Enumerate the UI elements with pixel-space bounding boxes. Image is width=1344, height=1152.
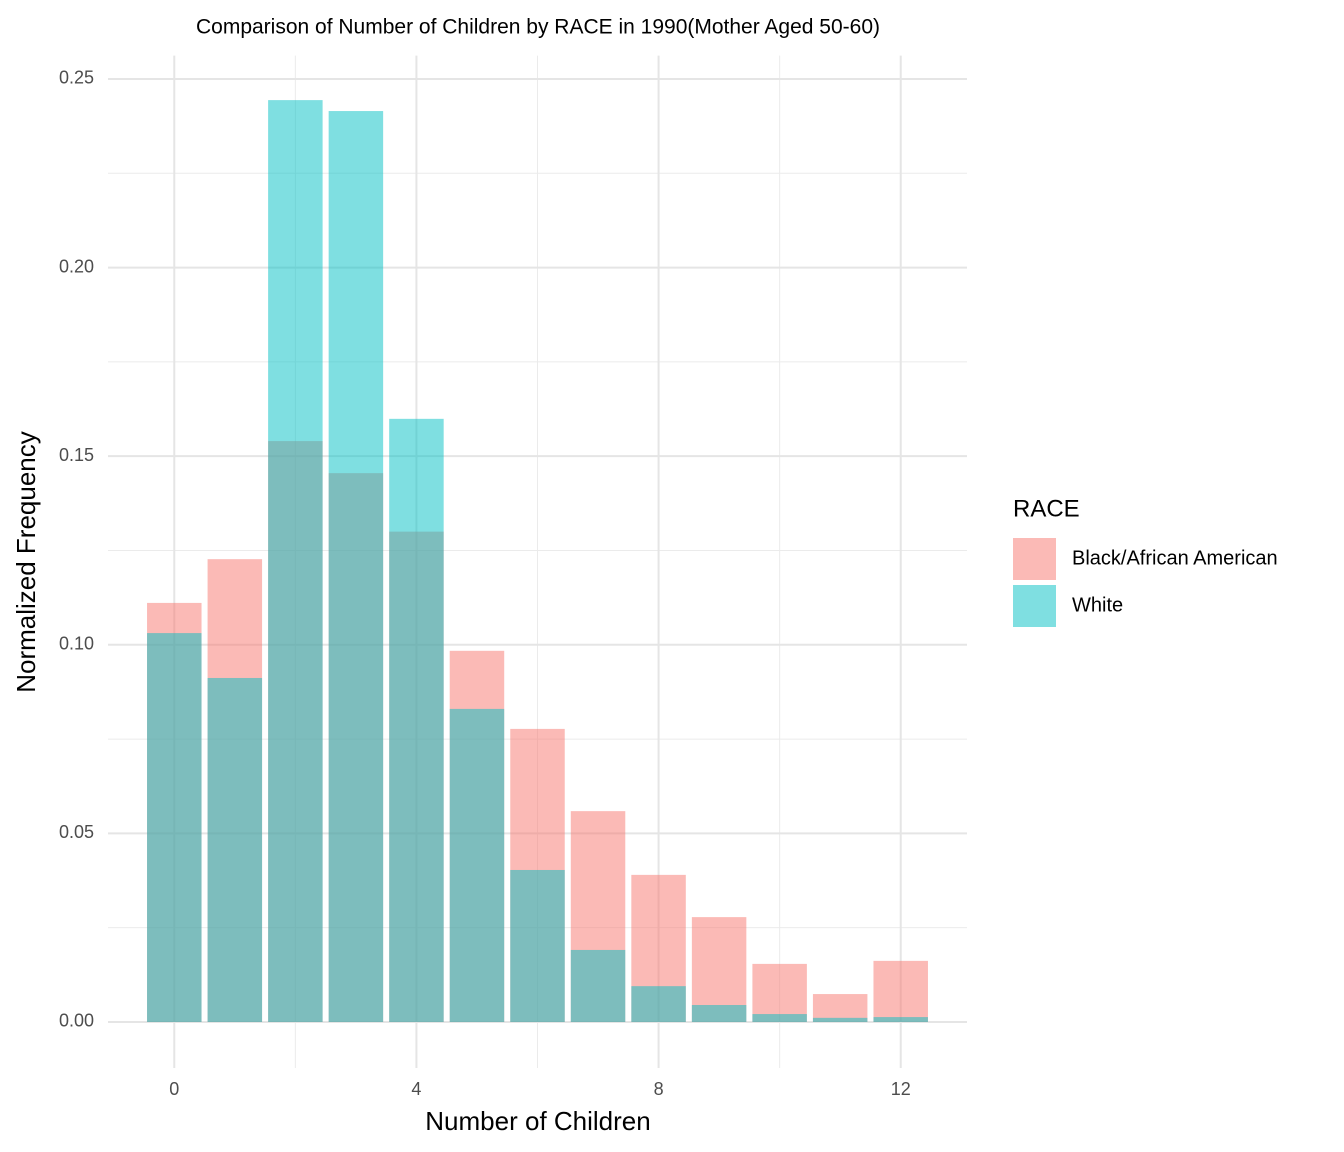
y-tick-label: 0.15 [59, 445, 94, 465]
legend-swatch [1013, 538, 1056, 580]
y-tick-label: 0.10 [59, 634, 94, 654]
x-tick-label: 0 [169, 1079, 179, 1099]
legend-title: RACE [1013, 495, 1080, 522]
bar [207, 677, 263, 1022]
bar [873, 960, 928, 1022]
bar [389, 418, 444, 1022]
bar [812, 1017, 868, 1022]
x-axis-title: Number of Children [425, 1106, 650, 1136]
y-tick-label: 0.00 [59, 1011, 94, 1031]
bar [752, 963, 807, 1022]
bar [449, 708, 505, 1022]
bar [570, 949, 626, 1022]
bar [147, 633, 202, 1022]
legend-swatch [1013, 585, 1056, 627]
bar [328, 111, 384, 1022]
bar [631, 986, 686, 1022]
y-tick-label: 0.20 [59, 256, 94, 276]
bar [268, 100, 323, 1022]
legend-label: Black/African American [1072, 547, 1278, 569]
bar [510, 869, 565, 1022]
bar [752, 1014, 807, 1022]
legend-label: White [1072, 594, 1123, 616]
bar [691, 917, 747, 1022]
bar [812, 994, 868, 1022]
y-axis-title: Normalized Frequency [11, 431, 41, 693]
bar [691, 1005, 747, 1022]
y-tick-label: 0.25 [59, 68, 94, 88]
x-tick-label: 4 [411, 1079, 421, 1099]
bar [873, 1017, 928, 1022]
x-tick-label: 12 [891, 1079, 911, 1099]
chart-title: Comparison of Number of Children by RACE… [196, 16, 880, 39]
y-tick-label: 0.05 [59, 822, 94, 842]
x-tick-label: 8 [654, 1079, 664, 1099]
